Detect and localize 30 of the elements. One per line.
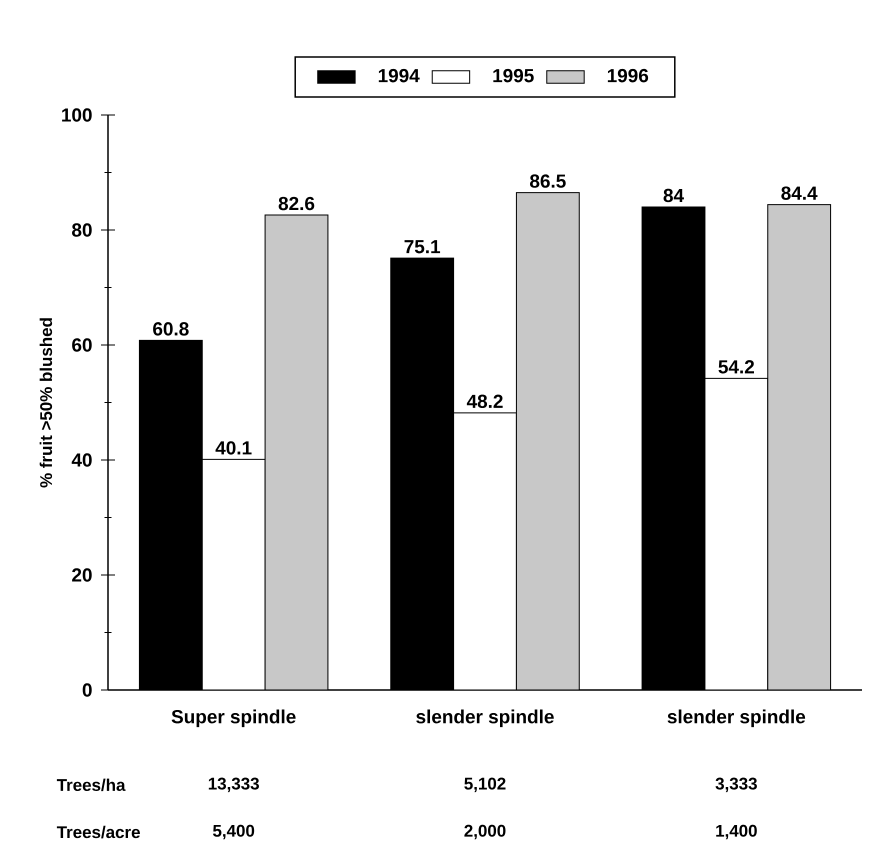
y-axis-title: % fruit >50% blushed — [40, 318, 52, 488]
y-tick-label: 80 — [72, 223, 92, 237]
data-label: 40.1 — [216, 441, 252, 455]
data-label: 82.6 — [278, 196, 314, 210]
data-label: 84.4 — [781, 186, 818, 200]
x-tick-label: slender spindle — [416, 709, 554, 728]
text: 5,400 — [212, 824, 254, 840]
data-label: 60.8 — [153, 322, 189, 336]
data-label: 75.1 — [404, 240, 440, 254]
data-label: 86.5 — [530, 174, 566, 188]
y-tick-label: 0 — [82, 683, 92, 697]
y-tick-label: 100 — [62, 108, 92, 122]
x-tick-label: Super spindle — [172, 709, 296, 728]
legend-label: 1996 — [608, 68, 648, 82]
text: 5,102 — [464, 778, 506, 792]
data-label: 48.2 — [466, 394, 503, 408]
text: 1,400 — [716, 824, 757, 840]
legend-label: 1995 — [493, 68, 534, 82]
legend-label: 1994 — [378, 68, 420, 82]
y-tick-label: 20 — [72, 568, 92, 582]
text: Trees/acre — [56, 826, 140, 838]
text: 3,333 — [716, 778, 757, 792]
data-label: 54.2 — [718, 360, 754, 374]
x-tick-label: slender spindle — [668, 709, 806, 728]
data-label: 84 — [664, 188, 684, 202]
y-tick-label: 40 — [72, 453, 92, 467]
text: 13,333 — [208, 778, 259, 792]
text: Trees/ha — [56, 778, 126, 792]
text: 2,000 — [464, 824, 506, 840]
y-tick-label: 60 — [72, 338, 92, 352]
